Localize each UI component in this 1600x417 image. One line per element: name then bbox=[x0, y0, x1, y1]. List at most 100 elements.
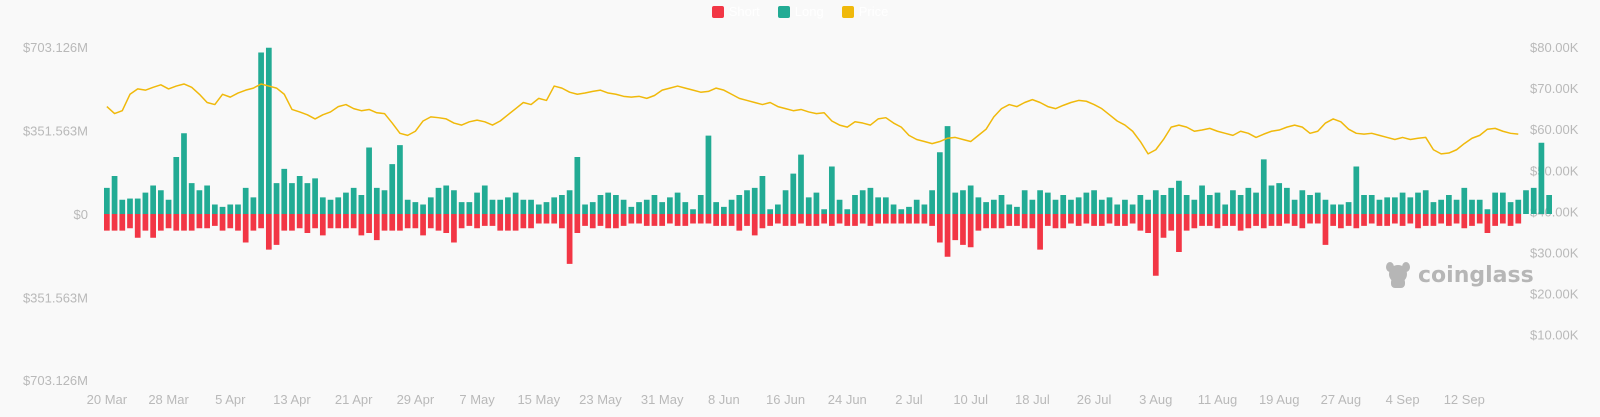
short-bar bbox=[1068, 214, 1074, 224]
long-bar bbox=[559, 195, 565, 214]
long-bar bbox=[582, 204, 588, 214]
short-bar bbox=[358, 214, 365, 236]
short-bar bbox=[936, 214, 943, 243]
long-bar bbox=[1260, 159, 1267, 214]
x-axis-tick-label: 20 Mar bbox=[87, 392, 128, 407]
short-bar bbox=[551, 214, 558, 224]
long-bar bbox=[520, 199, 527, 214]
short-bar bbox=[127, 214, 133, 229]
short-bar bbox=[474, 214, 480, 229]
long-bar bbox=[1122, 199, 1128, 214]
long-bar bbox=[343, 192, 349, 214]
long-bar bbox=[165, 199, 172, 214]
short-bar bbox=[736, 214, 743, 231]
x-axis-tick-label: 21 Apr bbox=[335, 392, 373, 407]
long-bar bbox=[759, 176, 766, 214]
short-bar bbox=[250, 214, 257, 231]
short-bar bbox=[1330, 214, 1337, 226]
short-bar bbox=[674, 214, 681, 226]
short-bar bbox=[1245, 214, 1252, 229]
x-axis: 20 Mar 28 Mar 5 Apr 13 Apr 21 Apr 29 Apr 7 May… bbox=[87, 392, 1485, 407]
long-bar bbox=[1484, 209, 1491, 214]
short-bar bbox=[458, 214, 465, 229]
long-bar bbox=[929, 190, 935, 214]
short-bar bbox=[204, 214, 210, 229]
short-bar bbox=[1253, 214, 1259, 226]
short-bar bbox=[196, 214, 203, 229]
short-bar bbox=[775, 214, 781, 224]
short-bar bbox=[319, 214, 326, 236]
legend-item-long[interactable]: Long bbox=[777, 4, 824, 19]
long-bar bbox=[1392, 197, 1398, 214]
short-bar bbox=[1137, 214, 1144, 231]
short-bar bbox=[1044, 214, 1051, 226]
short-bar bbox=[258, 214, 264, 229]
long-bar bbox=[728, 199, 735, 214]
long-bar bbox=[1345, 202, 1352, 214]
long-bar bbox=[458, 202, 465, 214]
short-bars bbox=[104, 214, 1522, 276]
short-bar bbox=[1299, 214, 1306, 229]
short-bar bbox=[751, 214, 758, 236]
long-bar bbox=[435, 187, 442, 214]
short-bar bbox=[1029, 214, 1036, 229]
short-bar bbox=[1129, 214, 1136, 224]
long-bar bbox=[373, 187, 380, 214]
short-bar bbox=[219, 214, 226, 231]
short-bar bbox=[512, 214, 519, 231]
long-bar bbox=[242, 187, 249, 214]
long-bar bbox=[505, 197, 511, 214]
long-bar bbox=[613, 195, 619, 214]
long-bar bbox=[142, 192, 149, 214]
long-bar bbox=[813, 192, 820, 214]
long-bar bbox=[1206, 195, 1213, 214]
long-bar bbox=[1407, 197, 1414, 214]
long-bar bbox=[975, 197, 982, 214]
short-bar bbox=[104, 214, 110, 231]
long-bar bbox=[543, 202, 550, 214]
short-bar bbox=[990, 214, 997, 229]
short-bar bbox=[1106, 214, 1113, 224]
short-bar bbox=[1060, 214, 1067, 229]
long-bar bbox=[828, 166, 835, 214]
long-bar bbox=[1068, 199, 1074, 214]
legend-label-long: Long bbox=[794, 4, 824, 19]
long-bar bbox=[844, 209, 851, 214]
long-bars bbox=[104, 47, 1552, 214]
short-bar bbox=[188, 214, 195, 231]
short-bar bbox=[1515, 214, 1522, 224]
long-bar bbox=[620, 199, 627, 214]
right-axis: $80.00K $70.00K $60.00K $50.00K $40.00K $30.0… bbox=[1530, 40, 1579, 343]
right-axis-tick-label: $40.00K bbox=[1530, 204, 1579, 219]
short-bar bbox=[420, 214, 426, 236]
x-axis-tick-label: 2 Jul bbox=[895, 392, 923, 407]
long-bar bbox=[1353, 166, 1360, 214]
x-axis-tick-label: 27 Aug bbox=[1321, 392, 1362, 407]
right-axis-tick-label: $50.00K bbox=[1530, 163, 1579, 178]
short-bar bbox=[1006, 214, 1013, 226]
coinglass-logo-icon bbox=[1386, 262, 1410, 288]
short-bar bbox=[1052, 214, 1059, 229]
long-bar bbox=[474, 192, 480, 214]
short-bar bbox=[682, 214, 689, 226]
long-bar bbox=[1183, 195, 1190, 214]
short-bar bbox=[821, 214, 827, 224]
long-bar bbox=[134, 198, 141, 214]
short-bar bbox=[119, 214, 126, 231]
long-bar bbox=[1137, 195, 1144, 214]
long-bar bbox=[998, 195, 1005, 214]
short-bar bbox=[875, 214, 881, 224]
long-bar bbox=[1376, 199, 1383, 214]
short-bar bbox=[597, 214, 604, 226]
long-bar bbox=[1106, 197, 1113, 214]
short-bar bbox=[620, 214, 627, 226]
long-bar bbox=[150, 185, 156, 214]
long-bar bbox=[1438, 199, 1445, 214]
short-bar bbox=[744, 214, 750, 226]
long-bar bbox=[335, 197, 342, 214]
short-bar bbox=[381, 214, 388, 231]
legend-item-price[interactable]: Price bbox=[841, 4, 888, 19]
legend-item-short[interactable]: Short bbox=[711, 4, 760, 19]
short-bar bbox=[1492, 214, 1498, 226]
long-bar bbox=[1021, 190, 1028, 214]
